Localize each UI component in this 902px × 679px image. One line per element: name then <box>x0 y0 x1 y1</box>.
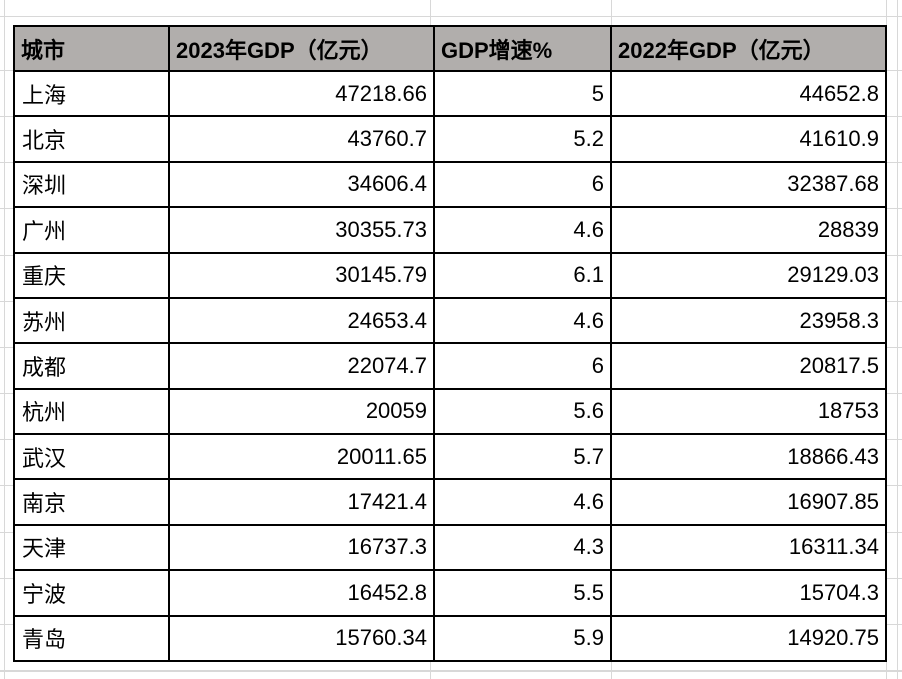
cell-city[interactable]: 广州 <box>13 206 170 254</box>
cell-city[interactable]: 苏州 <box>13 296 170 345</box>
cell-growth[interactable]: 4.6 <box>433 206 612 254</box>
gridline-horizontal <box>0 670 902 671</box>
cell-city[interactable]: 成都 <box>13 342 170 390</box>
city-gdp-table: 城市 2023年GDP（亿元） GDP增速% 2022年GDP（亿元） 上海 47… <box>13 25 887 662</box>
cell-gdp-2022[interactable]: 32387.68 <box>610 160 887 209</box>
cell-growth[interactable]: 4.6 <box>433 296 612 345</box>
header-row: 城市 2023年GDP（亿元） GDP增速% 2022年GDP（亿元） <box>13 25 887 72</box>
cell-gdp-2023[interactable]: 22074.7 <box>168 342 435 390</box>
cell-city[interactable]: 天津 <box>13 523 170 572</box>
col-header-gdp-2022[interactable]: 2022年GDP（亿元） <box>610 25 887 72</box>
cell-growth[interactable]: 5.6 <box>433 387 612 436</box>
cell-growth[interactable]: 5.2 <box>433 115 612 163</box>
cell-gdp-2023[interactable]: 47218.66 <box>168 69 435 118</box>
cell-gdp-2022[interactable]: 18753 <box>610 387 887 436</box>
cell-city[interactable]: 杭州 <box>13 387 170 436</box>
cell-growth[interactable]: 6.1 <box>433 251 612 299</box>
cell-gdp-2022[interactable]: 29129.03 <box>610 251 887 299</box>
cell-gdp-2023[interactable]: 30145.79 <box>168 251 435 299</box>
cell-gdp-2023[interactable]: 16452.8 <box>168 569 435 617</box>
cell-city[interactable]: 北京 <box>13 115 170 163</box>
cell-gdp-2022[interactable]: 15704.3 <box>610 569 887 617</box>
cell-city[interactable]: 上海 <box>13 69 170 118</box>
cell-gdp-2022[interactable]: 18866.43 <box>610 432 887 481</box>
table-row: 青岛 15760.34 5.9 14920.75 <box>13 614 887 662</box>
cell-growth[interactable]: 5.7 <box>433 432 612 481</box>
col-header-gdp-2023[interactable]: 2023年GDP（亿元） <box>168 25 435 72</box>
table-row: 武汉 20011.65 5.7 18866.43 <box>13 432 887 481</box>
cell-city[interactable]: 宁波 <box>13 569 170 617</box>
cell-gdp-2023[interactable]: 34606.4 <box>168 160 435 209</box>
cell-gdp-2022[interactable]: 28839 <box>610 206 887 254</box>
table-row: 苏州 24653.4 4.6 23958.3 <box>13 296 887 345</box>
cell-city[interactable]: 青岛 <box>13 614 170 662</box>
cell-growth[interactable]: 5 <box>433 69 612 118</box>
cell-city[interactable]: 南京 <box>13 478 170 526</box>
gridline-horizontal <box>0 16 902 17</box>
cell-growth[interactable]: 5.5 <box>433 569 612 617</box>
cell-gdp-2023[interactable]: 30355.73 <box>168 206 435 254</box>
table-row: 深圳 34606.4 6 32387.68 <box>13 160 887 209</box>
table-row: 重庆 30145.79 6.1 29129.03 <box>13 251 887 299</box>
cell-gdp-2022[interactable]: 41610.9 <box>610 115 887 163</box>
cell-city[interactable]: 深圳 <box>13 160 170 209</box>
cell-gdp-2022[interactable]: 20817.5 <box>610 342 887 390</box>
table-row: 宁波 16452.8 5.5 15704.3 <box>13 569 887 617</box>
cell-growth[interactable]: 6 <box>433 160 612 209</box>
col-header-city[interactable]: 城市 <box>13 25 170 72</box>
table-row: 上海 47218.66 5 44652.8 <box>13 69 887 118</box>
cell-gdp-2022[interactable]: 14920.75 <box>610 614 887 662</box>
col-header-growth[interactable]: GDP增速% <box>433 25 612 72</box>
table-row: 成都 22074.7 6 20817.5 <box>13 342 887 390</box>
cell-gdp-2023[interactable]: 16737.3 <box>168 523 435 572</box>
table-row: 天津 16737.3 4.3 16311.34 <box>13 523 887 572</box>
cell-growth[interactable]: 5.9 <box>433 614 612 662</box>
cell-gdp-2023[interactable]: 20011.65 <box>168 432 435 481</box>
cell-city[interactable]: 重庆 <box>13 251 170 299</box>
cell-gdp-2022[interactable]: 44652.8 <box>610 69 887 118</box>
table-row: 杭州 20059 5.6 18753 <box>13 387 887 436</box>
cell-growth[interactable]: 4.3 <box>433 523 612 572</box>
cell-gdp-2023[interactable]: 43760.7 <box>168 115 435 163</box>
cell-gdp-2023[interactable]: 15760.34 <box>168 614 435 662</box>
table-row: 南京 17421.4 4.6 16907.85 <box>13 478 887 526</box>
gridline-vertical <box>4 0 5 679</box>
table-row: 广州 30355.73 4.6 28839 <box>13 206 887 254</box>
cell-gdp-2023[interactable]: 24653.4 <box>168 296 435 345</box>
cell-gdp-2023[interactable]: 20059 <box>168 387 435 436</box>
cell-gdp-2022[interactable]: 16907.85 <box>610 478 887 526</box>
gridline-vertical <box>897 0 898 679</box>
cell-gdp-2023[interactable]: 17421.4 <box>168 478 435 526</box>
table-row: 北京 43760.7 5.2 41610.9 <box>13 115 887 163</box>
cell-gdp-2022[interactable]: 16311.34 <box>610 523 887 572</box>
gridline-horizontal <box>0 671 902 672</box>
cell-gdp-2022[interactable]: 23958.3 <box>610 296 887 345</box>
cell-growth[interactable]: 4.6 <box>433 478 612 526</box>
cell-growth[interactable]: 6 <box>433 342 612 390</box>
cell-city[interactable]: 武汉 <box>13 432 170 481</box>
